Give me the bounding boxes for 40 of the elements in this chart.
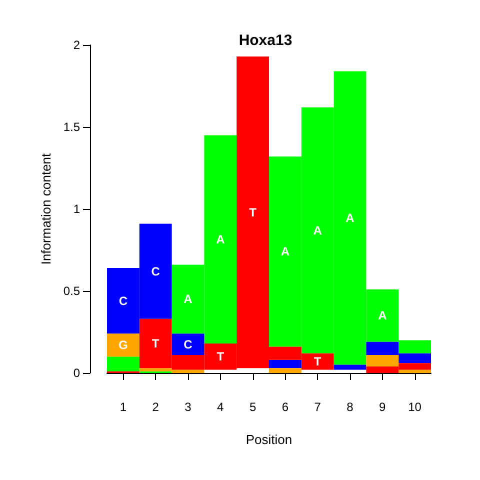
series-label: T (314, 354, 322, 369)
series-label: C (184, 337, 193, 352)
x-tick-label: 5 (249, 400, 256, 414)
bar (269, 368, 302, 373)
y-axis-title: Information content (38, 152, 54, 265)
text: A (313, 223, 322, 238)
y-tick-label: 1 (73, 202, 80, 216)
text: T (152, 336, 160, 350)
bar (334, 364, 366, 370)
y-tick-label: 0.5 (63, 284, 80, 298)
bar (269, 360, 302, 368)
x-tick-label: 10 (408, 400, 422, 414)
text: A (216, 232, 225, 246)
text: T (249, 205, 256, 220)
x-tick-label: 1 (120, 400, 127, 414)
x-tick-label: 6 (282, 400, 289, 414)
series-label: A (280, 244, 290, 259)
x-tick-label: 3 (184, 400, 192, 414)
x-tick-label: 8 (346, 400, 354, 414)
chart-title: Hoxa13 (238, 32, 292, 49)
text: A (184, 292, 192, 306)
bar (366, 354, 399, 366)
x-tick-label: 7 (314, 400, 322, 414)
y-tick-label: 0 (73, 366, 80, 380)
text: C (151, 264, 160, 278)
bar (172, 334, 204, 355)
bar (398, 370, 431, 373)
x-axis-title: Position (246, 432, 292, 447)
text: A (378, 308, 387, 323)
x-tick-label: 2 (152, 400, 160, 414)
series-label: G (118, 338, 128, 352)
text: T (216, 350, 224, 364)
bar (107, 356, 140, 372)
bar (107, 334, 140, 357)
x-tick-label: 9 (379, 400, 386, 414)
text: C (118, 294, 128, 308)
x-tick-label: 4 (217, 400, 224, 414)
y-tick-label: 2 (73, 38, 80, 52)
text: A (346, 211, 354, 226)
y-tick-label: 1.5 (63, 120, 80, 134)
